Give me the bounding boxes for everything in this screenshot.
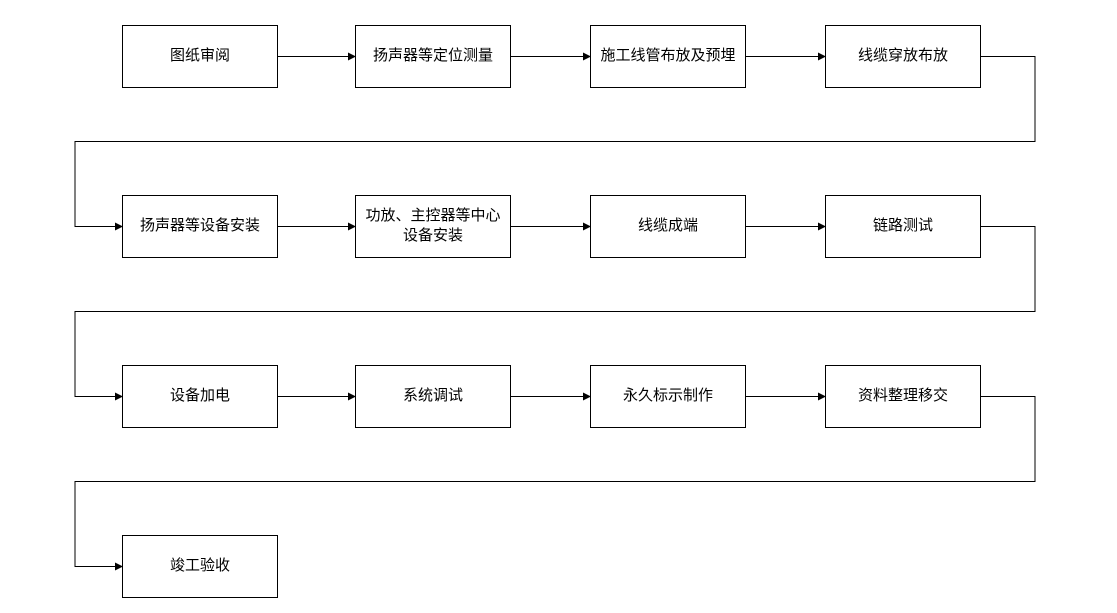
flowchart-node: 线缆成端 (590, 195, 746, 258)
flowchart-node-label: 竣工验收 (170, 557, 230, 577)
flowchart-container: 图纸审阅 扬声器等定位测量 施工线管布放及预埋 线缆穿放布放扬声器等设备安装 功放、主控… (0, 0, 1117, 613)
flowchart-node: 扬声器等定位测量 (355, 25, 511, 88)
flowchart-node: 系统调试 (355, 365, 511, 428)
flowchart-node-label: 链路测试 (873, 217, 933, 237)
flowchart-node-label: 系统调试 (403, 387, 463, 407)
flowchart-node: 设备加电 (122, 365, 278, 428)
flowchart-node: 图纸审阅 (122, 25, 278, 88)
flowchart-node-label: 资料整理移交 (858, 387, 948, 407)
flowchart-node: 扬声器等设备安装 (122, 195, 278, 258)
flowchart-node-label: 设备加电 (170, 387, 230, 407)
flowchart-node-label: 线缆成端 (638, 217, 698, 237)
flowchart-node-label: 图纸审阅 (170, 47, 230, 67)
flowchart-node-label: 施工线管布放及预埋 (600, 47, 735, 67)
flowchart-edges (0, 0, 1117, 613)
flowchart-node: 竣工验收 (122, 535, 278, 598)
flowchart-node-label: 功放、主控器等中心设备安装 (360, 207, 506, 246)
flowchart-node: 施工线管布放及预埋 (590, 25, 746, 88)
flowchart-node: 链路测试 (825, 195, 981, 258)
flowchart-node-label: 永久标示制作 (623, 387, 713, 407)
flowchart-node-label: 扬声器等定位测量 (373, 47, 493, 67)
flowchart-node: 资料整理移交 (825, 365, 981, 428)
flowchart-node: 线缆穿放布放 (825, 25, 981, 88)
flowchart-node-label: 线缆穿放布放 (858, 47, 948, 67)
flowchart-node-label: 扬声器等设备安装 (140, 217, 260, 237)
flowchart-node: 永久标示制作 (590, 365, 746, 428)
flowchart-node: 功放、主控器等中心设备安装 (355, 195, 511, 258)
